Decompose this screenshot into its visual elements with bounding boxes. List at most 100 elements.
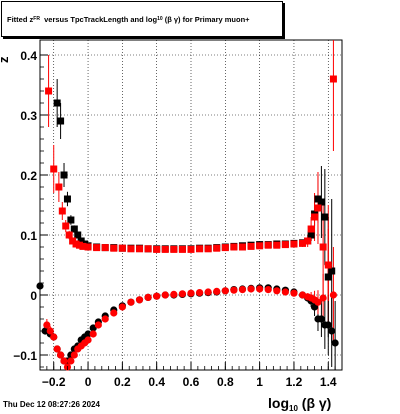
data-point-red-circle [256,285,264,293]
data-point-red-circle [187,289,195,297]
data-point-red-circle [50,333,58,341]
data-point-red-square [161,245,169,253]
data-point-red-circle [264,286,272,294]
y-tick-label: 0 [30,289,37,303]
data-point-black-circle [331,339,339,347]
data-point-black-square [57,117,65,125]
data-point-black-circle [36,282,44,290]
data-point-red-square [290,240,298,248]
data-point-black-square [63,195,71,203]
data-point-black-square [321,213,329,221]
data-point-red-circle [127,298,135,306]
data-point-red-circle [70,351,78,359]
data-point-red-square [101,244,109,252]
data-point-black-square [307,231,315,239]
data-point-red-square [187,245,195,253]
data-point-black-square [324,273,332,281]
x-tick-label: −0.2 [42,375,66,389]
data-point-red-square [153,245,161,253]
data-point-red-square [314,204,322,212]
data-point-red-circle [170,290,178,298]
x-tick-label: 1.4 [320,375,337,389]
data-point-red-circle [53,345,61,353]
data-point-black-square [317,198,325,206]
data-point-red-square [118,244,126,252]
data-point-black-square [53,99,61,107]
data-point-red-square [273,241,281,249]
data-point-black-circle [84,330,92,338]
y-tick-label: 0.3 [20,109,37,123]
data-point-red-square [136,245,144,253]
x-tick-label: 1.2 [286,375,303,389]
data-point-red-circle [84,336,92,344]
data-point-black-square [60,171,68,179]
data-point-red-circle [329,291,338,299]
data-point-red-square [144,245,152,253]
data-point-red-square [196,245,204,253]
data-point-red-square [62,222,70,230]
data-point-black-circle [328,327,336,335]
data-point-red-square [58,207,66,215]
data-point-red-circle [178,290,187,298]
data-point-red-circle [238,286,247,294]
data-point-red-square [170,245,178,253]
y-tick-label: −0.1 [13,349,37,363]
data-point-red-circle [135,296,144,304]
data-point-red-circle [46,327,54,335]
data-point-black-square [67,216,75,224]
data-point-red-circle [153,292,161,300]
data-point-red-square [204,245,212,253]
timestamp: Thu Dec 12 08:27:26 2024 [3,400,100,409]
data-point-red-square [65,231,73,239]
x-tick-label: 0.8 [217,375,234,389]
axes: −0.2 0 0.2 0.4 0.6 0.8 1 1.2 1.4 −0.1 0 0.1 0.2 0.3 0.… [13,49,337,389]
x-axis-label: log10 (β γ) [268,395,331,413]
data-point-red-square [127,245,135,253]
data-point-red-square [55,183,63,191]
x-tick-label: 0.2 [114,375,131,389]
data-point-red-square [256,242,264,250]
data-point-red-circle [195,289,204,297]
data-point-red-circle [94,321,102,329]
data-point-red-circle [213,287,221,295]
data-point-red-circle [314,298,322,306]
data-point-red-square [307,225,315,233]
data-point-red-circle [290,289,298,297]
data-point-red-circle [273,287,281,295]
data-point-red-square [45,87,53,95]
data-point-red-square [329,75,337,83]
data-point-red-circle [319,294,327,302]
data-point-black-circle [324,321,332,329]
data-point-red-square [281,241,289,249]
data-point-red-circle [56,351,65,359]
data-point-red-square [304,237,312,245]
data-point-red-circle [101,315,109,323]
data-point-red-circle [230,286,238,294]
data-point-red-square [79,242,87,250]
x-tick-label: 0.4 [148,375,165,389]
data-point-red-circle [118,303,126,311]
data-point-red-square [50,165,58,173]
data-point-red-circle [324,261,332,269]
data-point-red-square [178,245,186,253]
x-tick-label: 0.6 [183,375,200,389]
y-axis-label: z [0,56,11,63]
data-point-red-circle [221,287,229,295]
data-markers [36,75,339,371]
chart-title: Fitted z FR versus TpcTrackLength and log… [1,1,283,37]
data-point-red-square [230,243,238,251]
x-tick-label: 0 [85,375,92,389]
x-tick-label: 1 [256,375,263,389]
data-point-red-circle [144,293,152,301]
data-point-red-square [299,239,307,247]
data-point-red-square [264,241,272,249]
data-point-red-square [84,243,92,251]
y-tick-label: 0.2 [20,169,37,183]
data-point-red-circle [67,357,75,365]
data-point-red-circle [110,309,118,317]
data-point-red-square [247,242,255,250]
y-tick-label: 0.4 [20,49,37,63]
data-point-red-circle [60,357,68,365]
data-point-red-circle [247,285,255,293]
